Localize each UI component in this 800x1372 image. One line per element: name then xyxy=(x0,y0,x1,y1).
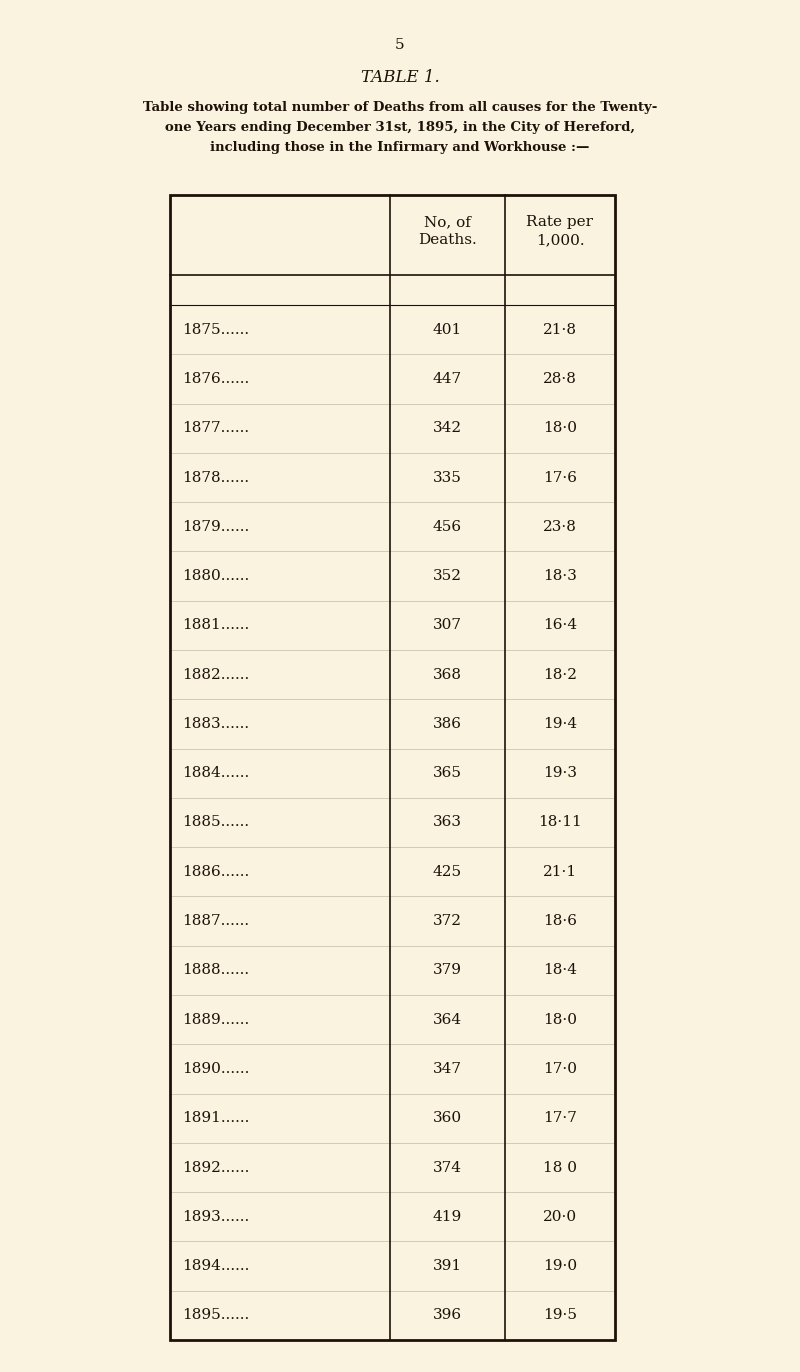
Text: 1880......: 1880...... xyxy=(182,569,250,583)
Text: 19·0: 19·0 xyxy=(543,1259,577,1273)
Text: 1889......: 1889...... xyxy=(182,1013,250,1026)
Text: 1884......: 1884...... xyxy=(182,766,250,781)
Text: 1,000.: 1,000. xyxy=(536,233,584,247)
Text: one Years ending December 31st, 1895, in the City of Hereford,: one Years ending December 31st, 1895, in… xyxy=(165,122,635,134)
Text: 447: 447 xyxy=(433,372,462,386)
Text: 1883......: 1883...... xyxy=(182,718,249,731)
Text: 1886......: 1886...... xyxy=(182,864,250,879)
Text: 1888......: 1888...... xyxy=(182,963,249,977)
Text: 1877......: 1877...... xyxy=(182,421,249,435)
Text: 365: 365 xyxy=(433,766,462,781)
Text: 342: 342 xyxy=(433,421,462,435)
Text: 401: 401 xyxy=(433,322,462,336)
Text: 28·8: 28·8 xyxy=(543,372,577,386)
Text: 19·3: 19·3 xyxy=(543,766,577,781)
Text: No, of: No, of xyxy=(424,215,471,229)
Text: 21·8: 21·8 xyxy=(543,322,577,336)
Text: 307: 307 xyxy=(433,619,462,632)
Text: Rate per: Rate per xyxy=(526,215,594,229)
Text: 23·8: 23·8 xyxy=(543,520,577,534)
Text: 20·0: 20·0 xyxy=(543,1210,577,1224)
Text: 1887......: 1887...... xyxy=(182,914,249,927)
Text: 1881......: 1881...... xyxy=(182,619,250,632)
Text: 18·11: 18·11 xyxy=(538,815,582,830)
Text: 18·3: 18·3 xyxy=(543,569,577,583)
Text: 17·7: 17·7 xyxy=(543,1111,577,1125)
Text: TABLE 1.: TABLE 1. xyxy=(361,70,439,86)
Text: 368: 368 xyxy=(433,668,462,682)
Text: 19·4: 19·4 xyxy=(543,718,577,731)
Text: 352: 352 xyxy=(433,569,462,583)
Text: 360: 360 xyxy=(433,1111,462,1125)
Text: 1885......: 1885...... xyxy=(182,815,249,830)
Text: 364: 364 xyxy=(433,1013,462,1026)
Text: 374: 374 xyxy=(433,1161,462,1174)
Text: 17·0: 17·0 xyxy=(543,1062,577,1076)
Text: 419: 419 xyxy=(433,1210,462,1224)
Text: 363: 363 xyxy=(433,815,462,830)
Text: 347: 347 xyxy=(433,1062,462,1076)
Text: 18·0: 18·0 xyxy=(543,421,577,435)
Text: 1879......: 1879...... xyxy=(182,520,250,534)
Text: 21·1: 21·1 xyxy=(543,864,577,879)
Text: 17·6: 17·6 xyxy=(543,471,577,484)
Text: 425: 425 xyxy=(433,864,462,879)
Text: 5: 5 xyxy=(395,38,405,52)
Text: 1891......: 1891...... xyxy=(182,1111,250,1125)
Text: 1895......: 1895...... xyxy=(182,1309,250,1323)
Bar xyxy=(170,195,615,1340)
Text: 379: 379 xyxy=(433,963,462,977)
Text: 18·4: 18·4 xyxy=(543,963,577,977)
Text: 1894......: 1894...... xyxy=(182,1259,250,1273)
Text: 18 0: 18 0 xyxy=(543,1161,577,1174)
Text: Table showing total number of Deaths from all causes for the Twenty-: Table showing total number of Deaths fro… xyxy=(143,102,657,114)
Text: 1893......: 1893...... xyxy=(182,1210,250,1224)
Text: 1890......: 1890...... xyxy=(182,1062,250,1076)
Text: 1876......: 1876...... xyxy=(182,372,250,386)
Text: including those in the Infirmary and Workhouse :—: including those in the Infirmary and Wor… xyxy=(210,141,590,155)
Text: 1875......: 1875...... xyxy=(182,322,249,336)
Text: 1892......: 1892...... xyxy=(182,1161,250,1174)
Text: Deaths.: Deaths. xyxy=(418,233,477,247)
Text: 396: 396 xyxy=(433,1309,462,1323)
Text: 386: 386 xyxy=(433,718,462,731)
Text: 19·5: 19·5 xyxy=(543,1309,577,1323)
Text: 372: 372 xyxy=(433,914,462,927)
Text: 1882......: 1882...... xyxy=(182,668,250,682)
Text: 18·2: 18·2 xyxy=(543,668,577,682)
Text: 335: 335 xyxy=(433,471,462,484)
Text: 391: 391 xyxy=(433,1259,462,1273)
Text: 16·4: 16·4 xyxy=(543,619,577,632)
Text: 18·6: 18·6 xyxy=(543,914,577,927)
Text: 456: 456 xyxy=(433,520,462,534)
Text: 18·0: 18·0 xyxy=(543,1013,577,1026)
Text: 1878......: 1878...... xyxy=(182,471,249,484)
